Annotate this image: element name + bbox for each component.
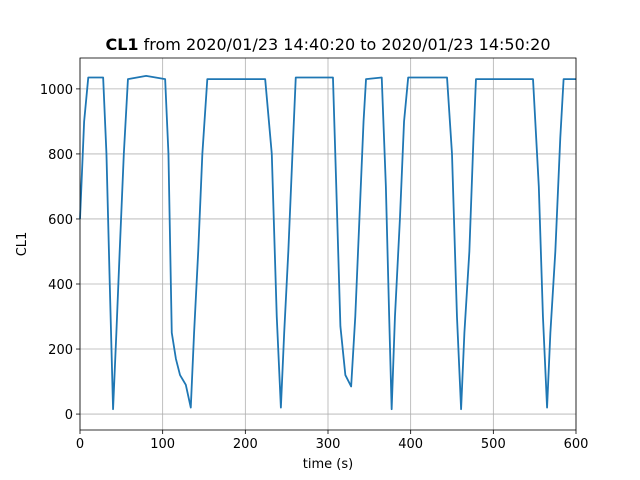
title-rest: from 2020/01/23 14:40:20 to 2020/01/23 1…: [144, 35, 551, 54]
data-line: [79, 74, 576, 411]
y-tick-label: 600: [48, 213, 73, 228]
x-tick-label: 500: [481, 437, 506, 452]
title-bold: CL1: [105, 35, 138, 54]
x-tick-label: 300: [316, 437, 341, 452]
y-tick-label: 200: [48, 343, 73, 358]
y-tick-label: 400: [48, 278, 73, 293]
x-tick-label: 200: [233, 437, 258, 452]
x-tick-label: 0: [76, 437, 84, 452]
x-tick-label: 400: [398, 437, 423, 452]
x-axis-label: time (s): [303, 457, 353, 472]
y-axis-label: CL1: [15, 232, 30, 257]
x-tick-label: 100: [150, 437, 175, 452]
y-tick-label: 800: [48, 148, 73, 163]
chart-title: CL1 from 2020/01/23 14:40:20 to 2020/01/…: [105, 35, 550, 54]
y-tick-label: 0: [65, 408, 73, 423]
plot-frame: [79, 57, 577, 431]
x-tick-label: 600: [564, 437, 589, 452]
y-tick-label: 1000: [40, 83, 73, 98]
